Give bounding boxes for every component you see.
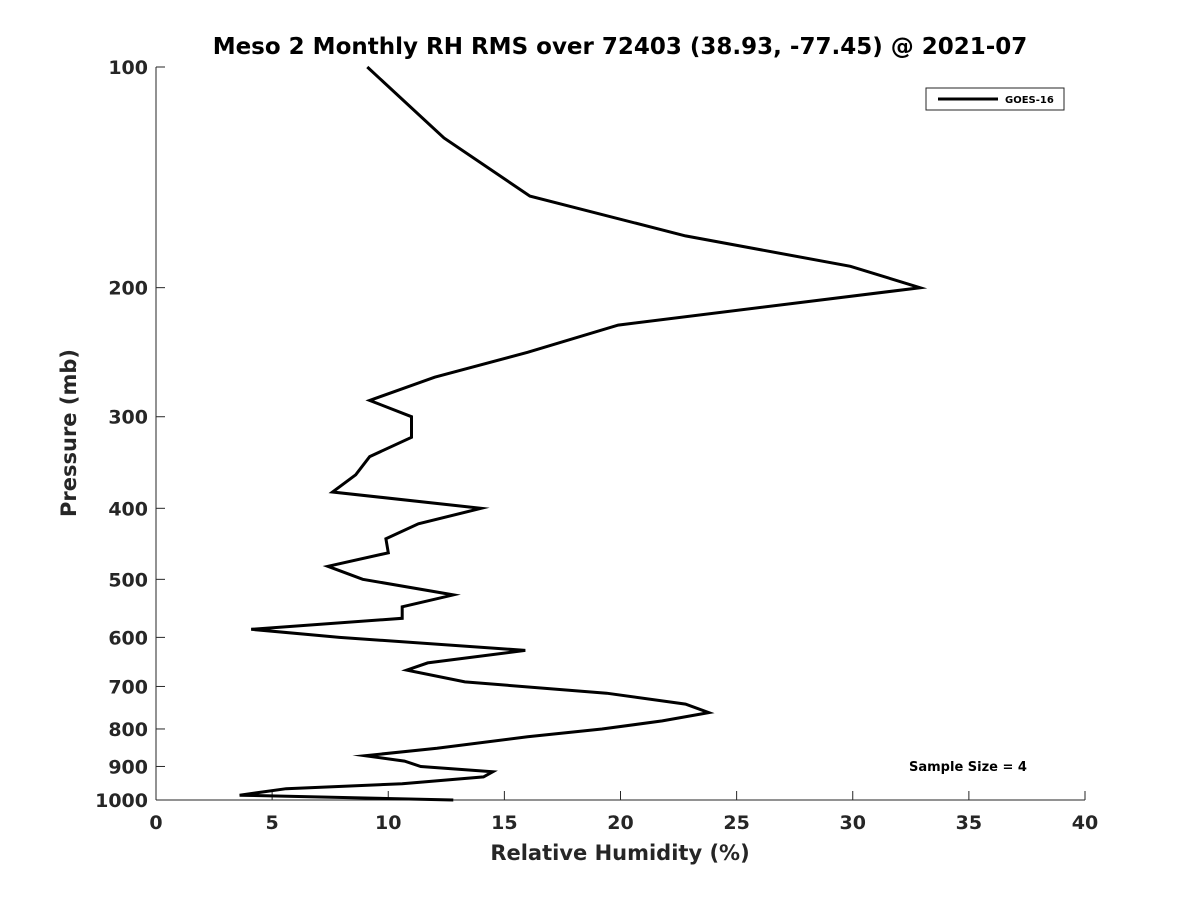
y-tick-label: 900 bbox=[108, 756, 148, 778]
sample-size-annotation: Sample Size = 4 bbox=[909, 760, 1027, 775]
legend: GOES-16 bbox=[925, 87, 1065, 111]
x-tick-label: 35 bbox=[956, 812, 982, 834]
x-tick-label: 30 bbox=[840, 812, 866, 834]
y-tick-label: 100 bbox=[108, 57, 148, 79]
x-tick-label: 40 bbox=[1072, 812, 1098, 834]
y-tick-label: 600 bbox=[108, 627, 148, 649]
series-line-goes-16 bbox=[239, 65, 928, 802]
y-tick-label: 500 bbox=[108, 569, 148, 591]
legend-entry-goes-16: GOES-16 bbox=[1005, 95, 1054, 106]
y-tick-label: 800 bbox=[108, 719, 148, 741]
chart-title: Meso 2 Monthly RH RMS over 72403 (38.93,… bbox=[213, 34, 1028, 60]
x-tick-label: 20 bbox=[607, 812, 633, 834]
x-tick-label: 5 bbox=[266, 812, 279, 834]
x-tick-label: 25 bbox=[723, 812, 749, 834]
y-axis-label: Pressure (mb) bbox=[57, 349, 81, 517]
y-tick-label: 1000 bbox=[95, 790, 148, 812]
x-tick-label: 15 bbox=[491, 812, 517, 834]
y-tick-label: 200 bbox=[108, 278, 148, 300]
y-tick-label: 400 bbox=[108, 498, 148, 520]
y-tick-label: 700 bbox=[108, 676, 148, 698]
x-tick-label: 10 bbox=[375, 812, 401, 834]
x-axis-ticks: 0 5 10 15 20 25 30 35 40 bbox=[149, 791, 1098, 834]
x-axis-label: Relative Humidity (%) bbox=[490, 841, 749, 865]
y-axis-ticks: 100 200 300 400 500 600 700 800 900 1000 bbox=[95, 57, 165, 812]
x-tick-label: 0 bbox=[149, 812, 162, 834]
y-tick-label: 300 bbox=[108, 407, 148, 429]
series-layer bbox=[239, 65, 928, 802]
